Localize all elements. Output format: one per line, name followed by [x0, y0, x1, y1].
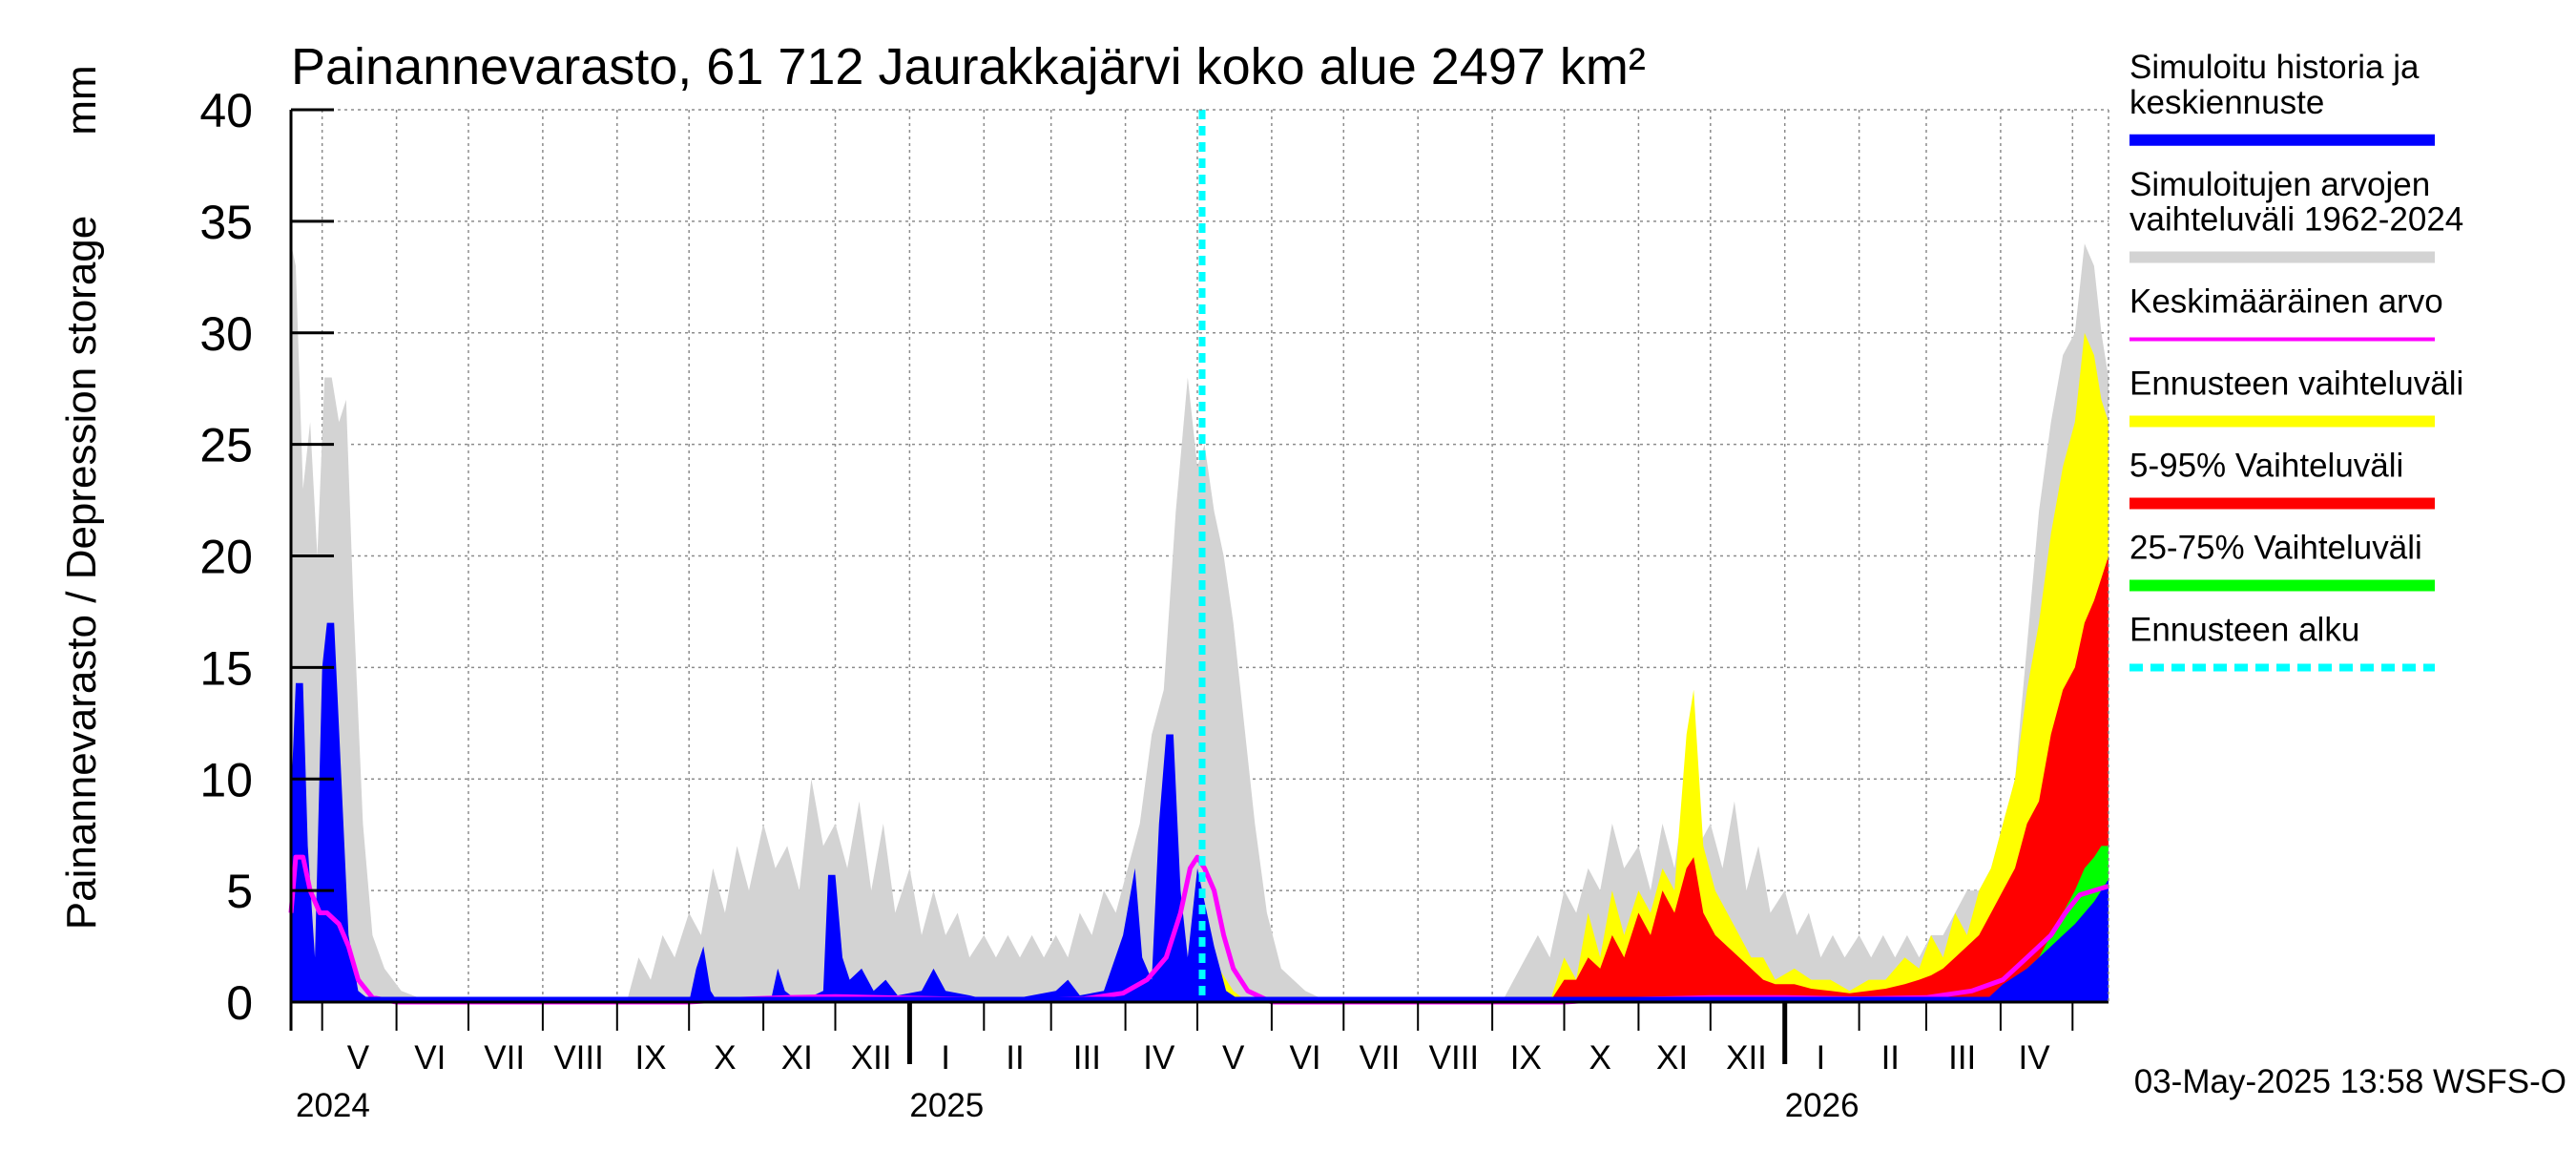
x-month-label-1: VI — [414, 1039, 446, 1077]
legend: Simuloitu historia ja keskiennuste Simuloi… — [2129, 49, 2463, 672]
x-month-label-23: IV — [2019, 1039, 2051, 1077]
legend-label-1: Simuloitujen arvojen vaihteluväli 1962-20… — [2129, 166, 2463, 239]
legend-label-5: 25-75% Vaihteluväli — [2129, 530, 2422, 567]
x-month-label-9: II — [1006, 1039, 1024, 1077]
x-month-label-16: IX — [1510, 1039, 1542, 1077]
x-month-label-7: XII — [851, 1039, 892, 1077]
legend-label-2: Keskimääräinen arvo — [2129, 283, 2443, 321]
x-year-label-1: 2025 — [909, 1087, 984, 1124]
grid — [291, 110, 2109, 1002]
y-tick-label-2: 10 — [199, 753, 253, 806]
x-year-label-0: 2024 — [296, 1087, 370, 1124]
x-month-label-3: VIII — [553, 1039, 604, 1077]
y-tick-label-1: 5 — [226, 865, 253, 918]
x-month-label-17: X — [1589, 1039, 1611, 1077]
x-month-label-11: IV — [1143, 1039, 1175, 1077]
x-month-label-19: XII — [1726, 1039, 1767, 1077]
x-month-label-12: V — [1222, 1039, 1245, 1077]
x-month-label-4: IX — [634, 1039, 666, 1077]
y-tick-label-3: 15 — [199, 641, 253, 695]
legend-label-4: 5-95% Vaihteluväli — [2129, 448, 2403, 485]
y-axis-label: Painannevarasto / Depression storage — [58, 216, 105, 930]
series-area-0 — [291, 243, 2109, 1003]
x-month-label-0: V — [347, 1039, 370, 1077]
timestamp-label: 03-May-2025 13:58 WSFS-O — [2134, 1063, 2566, 1100]
x-month-label-22: III — [1948, 1039, 1976, 1077]
y-axis-unit: mm — [58, 65, 105, 135]
x-month-label-14: VII — [1360, 1039, 1401, 1077]
x-month-label-21: II — [1881, 1039, 1900, 1077]
series-area-2 — [1202, 555, 2109, 1002]
x-month-label-15: VIII — [1429, 1039, 1480, 1077]
x-month-label-10: III — [1073, 1039, 1101, 1077]
y-tick-label-5: 25 — [199, 419, 253, 472]
series-line-5 — [288, 854, 2109, 1005]
x-month-label-6: XI — [781, 1039, 813, 1077]
x-year-label-2: 2026 — [1785, 1087, 1859, 1124]
legend-label-3: Ennusteen vaihteluväli — [2129, 366, 2463, 403]
chart-title: Painannevarasto, 61 712 Jaurakkajärvi ko… — [291, 38, 1646, 95]
x-month-label-5: X — [714, 1039, 736, 1077]
y-tick-label-6: 30 — [199, 307, 253, 361]
y-tick-label-8: 40 — [199, 84, 253, 137]
y-tick-label-7: 35 — [199, 196, 253, 249]
x-month-label-8: I — [941, 1039, 950, 1077]
y-tick-label-0: 0 — [226, 976, 253, 1030]
x-month-label-2: VII — [484, 1039, 525, 1077]
x-month-label-20: I — [1817, 1039, 1826, 1077]
legend-label-6: Ennusteen alku — [2129, 612, 2359, 649]
x-month-label-13: VI — [1290, 1039, 1321, 1077]
x-month-label-18: XI — [1656, 1039, 1688, 1077]
legend-label-0: Simuloitu historia ja keskiennuste — [2129, 49, 2420, 121]
y-tick-label-4: 20 — [199, 531, 253, 584]
